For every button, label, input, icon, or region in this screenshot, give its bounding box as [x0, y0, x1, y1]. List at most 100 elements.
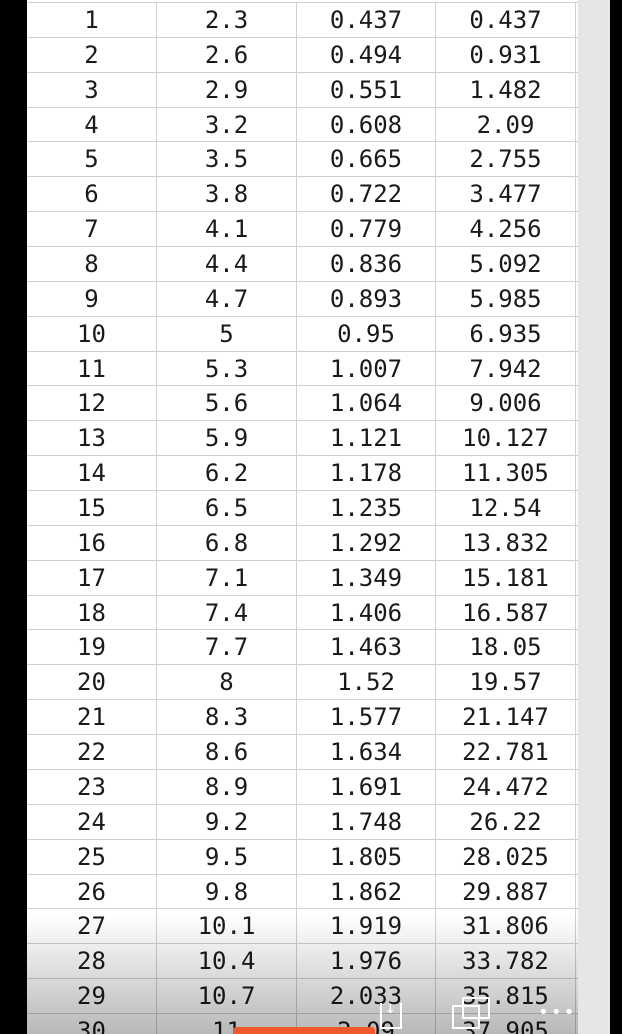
table-cell[interactable]: 1.862: [297, 874, 436, 909]
table-cell[interactable]: 28: [27, 944, 157, 979]
table-cell[interactable]: 37.905: [436, 1013, 576, 1034]
table-cell[interactable]: 30: [27, 1013, 157, 1034]
table-cell[interactable]: 3: [27, 72, 157, 107]
table-cell[interactable]: 2.6: [157, 37, 297, 72]
table-cell[interactable]: 3.8: [157, 177, 297, 212]
table-cell[interactable]: 24: [27, 804, 157, 839]
table-cell[interactable]: 5.985: [436, 281, 576, 316]
table-cell[interactable]: 1.235: [297, 491, 436, 526]
table-cell[interactable]: 10.1: [157, 909, 297, 944]
table-cell[interactable]: 22: [27, 735, 157, 770]
table-cell[interactable]: 8: [157, 665, 297, 700]
table-cell[interactable]: 0.722: [297, 177, 436, 212]
table-cell[interactable]: 1: [27, 3, 157, 37]
table-cell[interactable]: 7: [27, 212, 157, 247]
table-cell[interactable]: 1.748: [297, 804, 436, 839]
table-cell[interactable]: 0.494: [297, 37, 436, 72]
table-cell[interactable]: 6.8: [157, 525, 297, 560]
table-cell[interactable]: 6.2: [157, 456, 297, 491]
table-cell[interactable]: 2.033: [297, 979, 436, 1014]
table-cell[interactable]: 1.349: [297, 560, 436, 595]
table-cell[interactable]: 6.5: [157, 491, 297, 526]
scrollbar[interactable]: [578, 0, 610, 1034]
table-cell[interactable]: 25: [27, 839, 157, 874]
table-cell[interactable]: 0.437: [297, 3, 436, 37]
table-cell[interactable]: 14: [27, 456, 157, 491]
table-cell[interactable]: 5.3: [157, 351, 297, 386]
table-cell[interactable]: 26: [27, 874, 157, 909]
table-cell[interactable]: 4: [27, 107, 157, 142]
table-cell[interactable]: 1.292: [297, 525, 436, 560]
table-cell[interactable]: 1.406: [297, 595, 436, 630]
table-cell[interactable]: 3.477: [436, 177, 576, 212]
table-cell[interactable]: 8: [27, 247, 157, 282]
table-cell[interactable]: 21: [27, 700, 157, 735]
table-cell[interactable]: 0.551: [297, 72, 436, 107]
table-cell[interactable]: 8.6: [157, 735, 297, 770]
progress-handle[interactable]: [233, 1027, 375, 1034]
table-cell[interactable]: 23: [27, 769, 157, 804]
table-cell[interactable]: 1.577: [297, 700, 436, 735]
table-cell[interactable]: 12.54: [436, 491, 576, 526]
table-cell[interactable]: 9.006: [436, 386, 576, 421]
more-icon[interactable]: •••: [538, 1002, 577, 1023]
table-cell[interactable]: 1.634: [297, 735, 436, 770]
table-cell[interactable]: 6: [27, 177, 157, 212]
table-cell[interactable]: 5: [157, 316, 297, 351]
table-cell[interactable]: 9.2: [157, 804, 297, 839]
table-cell[interactable]: 2.755: [436, 142, 576, 177]
table-cell[interactable]: 29: [27, 979, 157, 1014]
table-cell[interactable]: 4.4: [157, 247, 297, 282]
download-icon[interactable]: [380, 997, 402, 1029]
table-cell[interactable]: 18: [27, 595, 157, 630]
table-cell[interactable]: 10.7: [157, 979, 297, 1014]
spreadsheet[interactable]: 1 2.3 0.437 0.437 2 2.6 0.494 0.931 3 2.9 0.551 1.4…: [27, 0, 578, 1034]
table-cell[interactable]: 10: [27, 316, 157, 351]
table-cell[interactable]: 13.832: [436, 525, 576, 560]
table-cell[interactable]: 9: [27, 281, 157, 316]
table-cell[interactable]: 0.893: [297, 281, 436, 316]
table-cell[interactable]: 20: [27, 665, 157, 700]
table-cell[interactable]: 17: [27, 560, 157, 595]
table-cell[interactable]: 28.025: [436, 839, 576, 874]
table-cell[interactable]: 6.935: [436, 316, 576, 351]
table-cell[interactable]: 0.608: [297, 107, 436, 142]
table-cell[interactable]: 10.4: [157, 944, 297, 979]
table-cell[interactable]: 5: [27, 142, 157, 177]
table-cell[interactable]: 22.781: [436, 735, 576, 770]
table-cell[interactable]: 16.587: [436, 595, 576, 630]
table-cell[interactable]: 0.437: [436, 3, 576, 37]
table-cell[interactable]: 0.836: [297, 247, 436, 282]
copy-icon[interactable]: [452, 1005, 480, 1029]
table-cell[interactable]: 5.092: [436, 247, 576, 282]
table-cell[interactable]: 11.305: [436, 456, 576, 491]
table-cell[interactable]: 24.472: [436, 769, 576, 804]
table-cell[interactable]: 1.463: [297, 630, 436, 665]
table-cell[interactable]: 1.919: [297, 909, 436, 944]
table-cell[interactable]: 1.976: [297, 944, 436, 979]
table-cell[interactable]: 9.5: [157, 839, 297, 874]
table-cell[interactable]: 15: [27, 491, 157, 526]
table-cell[interactable]: 11: [27, 351, 157, 386]
table-cell[interactable]: 1.805: [297, 839, 436, 874]
table-cell[interactable]: 1.121: [297, 421, 436, 456]
table-cell[interactable]: 0.95: [297, 316, 436, 351]
table-cell[interactable]: 21.147: [436, 700, 576, 735]
table-cell[interactable]: 27: [27, 909, 157, 944]
table-cell[interactable]: 16: [27, 525, 157, 560]
table-cell[interactable]: 0.779: [297, 212, 436, 247]
table-cell[interactable]: 2.3: [157, 3, 297, 37]
table-cell[interactable]: 18.05: [436, 630, 576, 665]
table-cell[interactable]: 13: [27, 421, 157, 456]
table-cell[interactable]: 1.007: [297, 351, 436, 386]
table-cell[interactable]: 1.178: [297, 456, 436, 491]
table-cell[interactable]: 2.9: [157, 72, 297, 107]
table-cell[interactable]: 29.887: [436, 874, 576, 909]
table-cell[interactable]: 4.1: [157, 212, 297, 247]
table-cell[interactable]: 3.2: [157, 107, 297, 142]
table-cell[interactable]: 1.691: [297, 769, 436, 804]
table-cell[interactable]: 15.181: [436, 560, 576, 595]
table-cell[interactable]: 2: [27, 37, 157, 72]
table-cell[interactable]: 26.22: [436, 804, 576, 839]
table-cell[interactable]: 7.4: [157, 595, 297, 630]
